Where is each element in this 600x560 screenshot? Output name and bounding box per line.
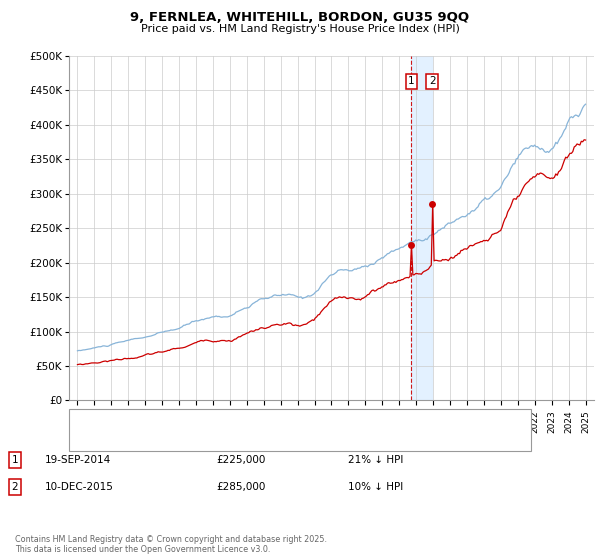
Text: 21% ↓ HPI: 21% ↓ HPI [348,455,403,465]
Text: 19-SEP-2014: 19-SEP-2014 [45,455,111,465]
Bar [412,56,432,400]
Text: £225,000: £225,000 [216,455,265,465]
Text: 10% ↓ HPI: 10% ↓ HPI [348,482,403,492]
Text: —: — [78,432,91,445]
Text: 9, FERNLEA, WHITEHILL, BORDON, GU35 9QQ (semi-detached house): 9, FERNLEA, WHITEHILL, BORDON, GU35 9QQ … [96,414,436,424]
Text: 10-DEC-2015: 10-DEC-2015 [45,482,114,492]
Text: 2: 2 [429,77,436,86]
Text: £285,000: £285,000 [216,482,265,492]
Text: 9, FERNLEA, WHITEHILL, BORDON, GU35 9QQ: 9, FERNLEA, WHITEHILL, BORDON, GU35 9QQ [130,11,470,24]
Text: —: — [78,416,91,428]
Text: Contains HM Land Registry data © Crown copyright and database right 2025.
This d: Contains HM Land Registry data © Crown c… [15,535,327,554]
Text: Price paid vs. HM Land Registry's House Price Index (HPI): Price paid vs. HM Land Registry's House … [140,24,460,34]
Text: 1: 1 [11,455,19,465]
Text: 2: 2 [11,482,19,492]
Text: HPI: Average price, semi-detached house, East Hampshire: HPI: Average price, semi-detached house,… [96,435,381,445]
Text: 1: 1 [408,77,415,86]
